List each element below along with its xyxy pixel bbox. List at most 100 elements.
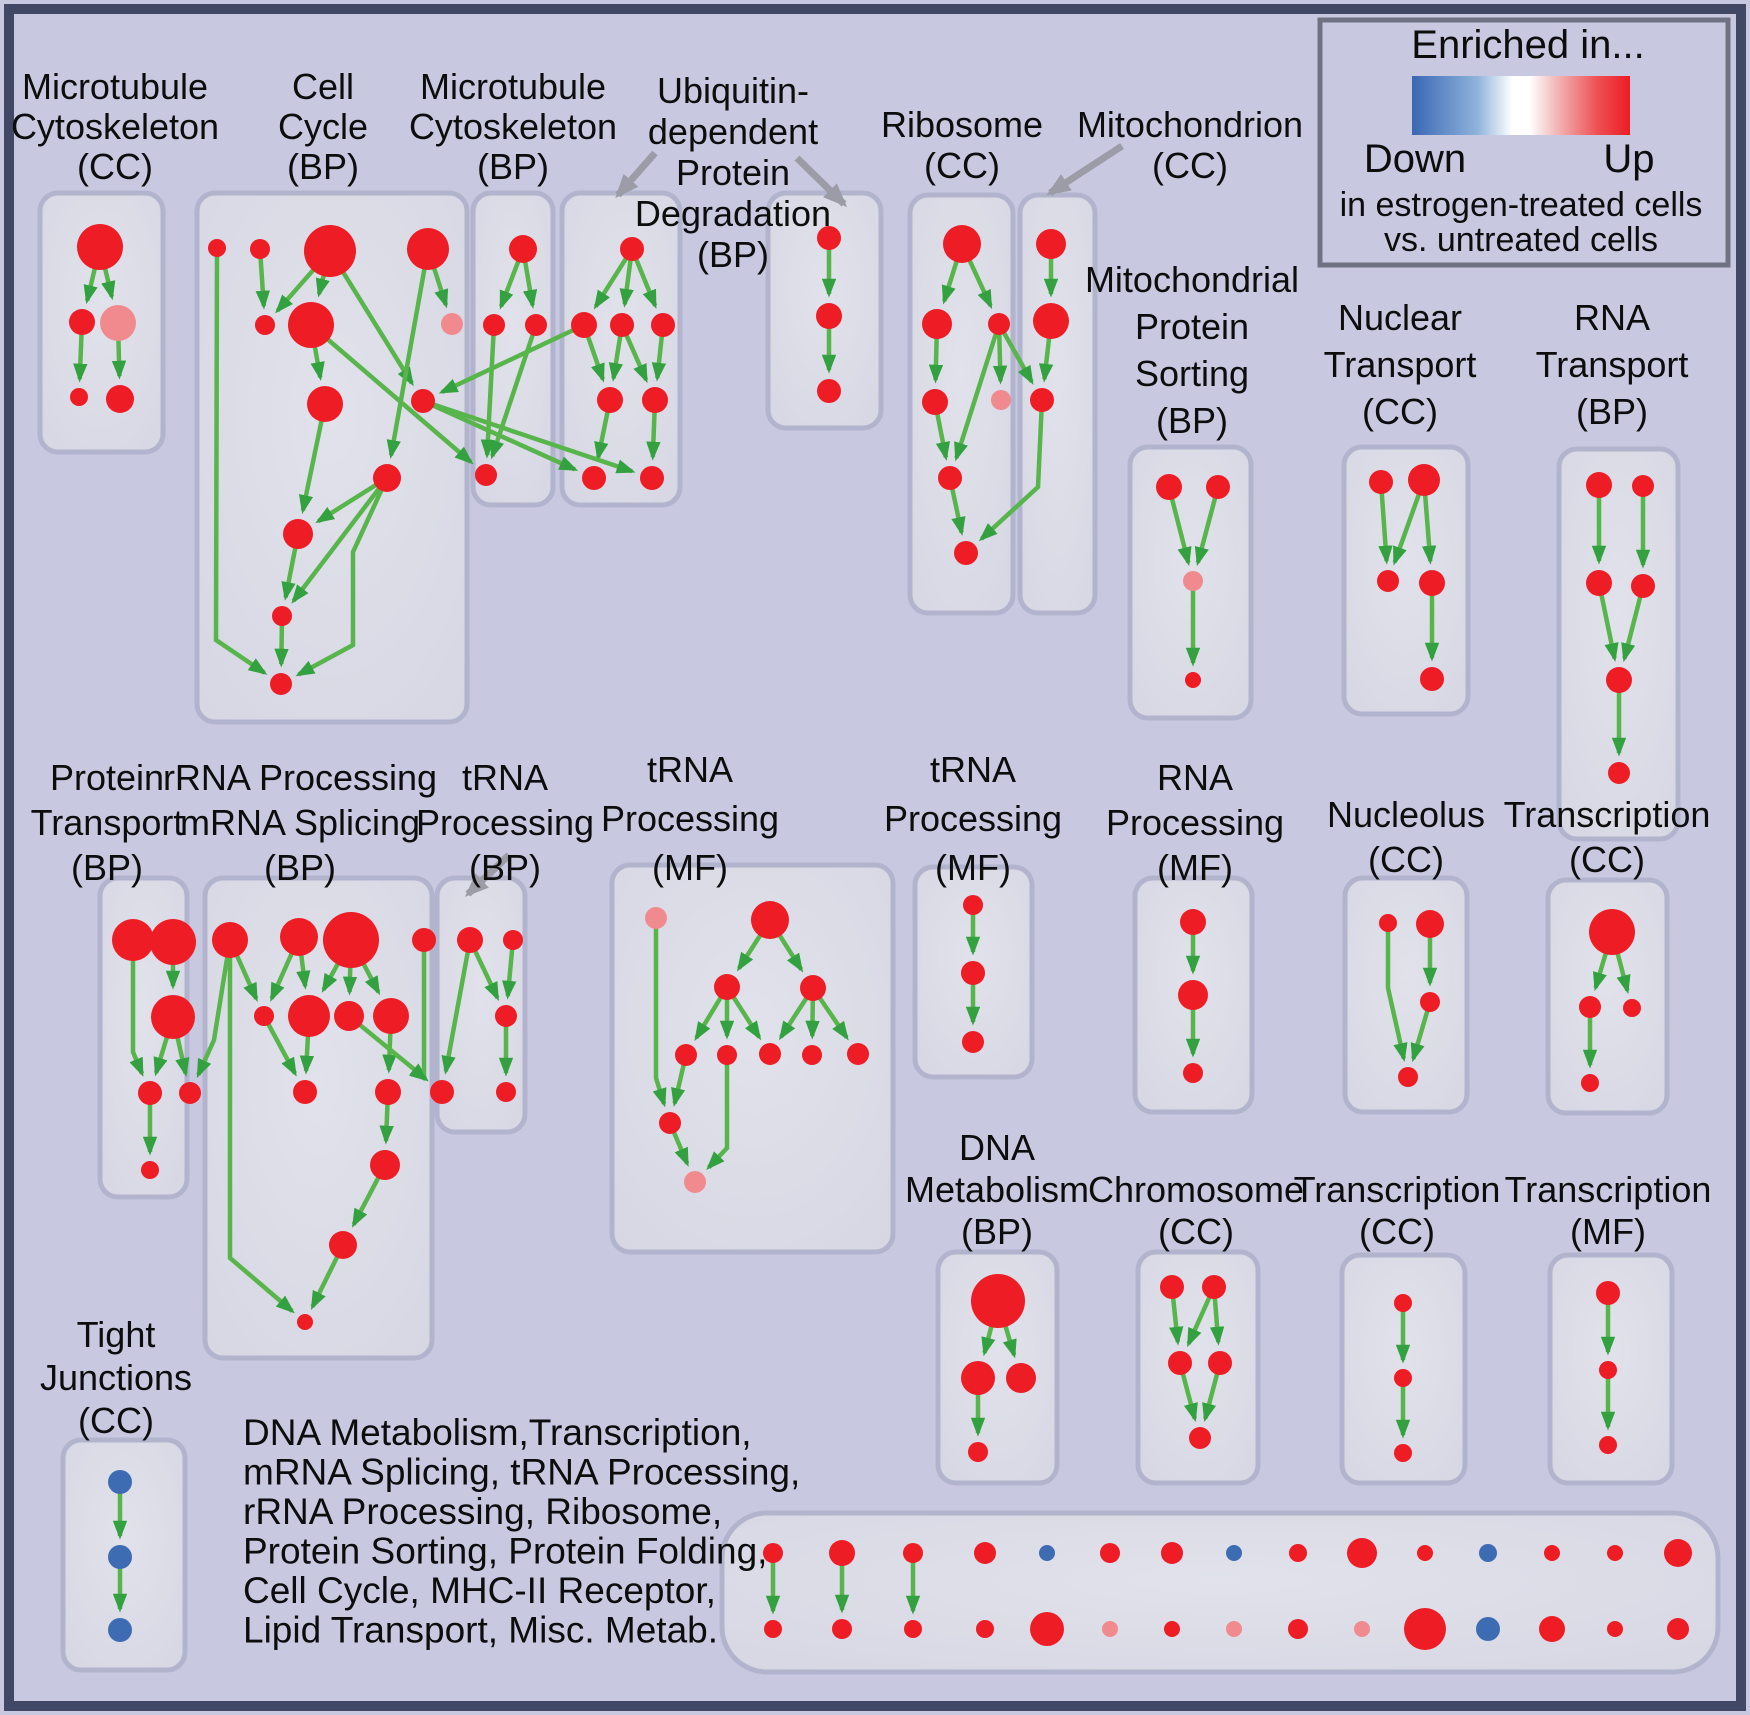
go-term-node <box>1379 914 1397 932</box>
go-term-node <box>412 928 436 952</box>
edge-arrow <box>706 1055 730 1171</box>
note-line: DNA Metabolism,Transcription, <box>243 1412 752 1453</box>
legend-gradient-bar-icon <box>1412 76 1630 135</box>
go-term-node <box>961 961 985 985</box>
cluster-label-trna-processing-mf-small: tRNA <box>930 749 1016 790</box>
go-term-node <box>430 1080 454 1104</box>
label-pointer-arrow-icon <box>615 150 658 199</box>
go-term-node <box>1596 1281 1620 1305</box>
cluster-box-nuclear-transport-cc <box>1341 444 1471 717</box>
edge-arrow <box>262 1014 297 1077</box>
cluster-label-mitochondrial-protein-sorting-bp: Mitochondrial <box>1085 259 1299 300</box>
go-term-node <box>1202 1275 1226 1299</box>
go-term-node <box>373 998 409 1034</box>
edge-arrow <box>438 322 585 395</box>
go-term-node <box>802 1045 822 1065</box>
go-term-node <box>800 975 826 1001</box>
go-term-node <box>1102 1621 1118 1637</box>
cluster-label-dna-metabolism-bp: DNA <box>959 1127 1035 1168</box>
go-term-node <box>645 907 667 929</box>
go-term-node <box>297 1314 313 1330</box>
go-term-node <box>1417 1545 1433 1561</box>
go-term-node <box>816 303 842 329</box>
go-term-node <box>1623 999 1641 1017</box>
go-term-node <box>1033 303 1069 339</box>
go-term-node <box>150 919 196 965</box>
go-term-node <box>759 1043 781 1065</box>
cluster-label-ubiquitin-degradation-bp: Degradation <box>635 193 831 234</box>
go-term-node <box>1608 762 1630 784</box>
go-term-node <box>457 927 483 953</box>
note-line: rRNA Processing, Ribosome, <box>243 1491 722 1532</box>
cluster-label-microtubule-cytoskeleton-cc: Cytoskeleton <box>11 106 219 147</box>
cluster-label-trna-processing-bp: tRNA <box>462 757 548 798</box>
go-term-node <box>1606 667 1632 693</box>
go-term-node <box>1168 1351 1192 1375</box>
edge-arrow <box>129 940 145 1077</box>
go-term-node <box>620 237 644 261</box>
go-term-node <box>334 1001 364 1031</box>
go-term-node <box>255 315 275 335</box>
go-term-node <box>904 1620 922 1638</box>
go-term-node <box>675 1044 697 1066</box>
cluster-label-mitochondrial-protein-sorting-bp: Sorting <box>1135 353 1249 394</box>
go-term-node <box>141 1161 159 1179</box>
go-term-node <box>1394 1294 1412 1312</box>
note-line: Lipid Transport, Misc. Metab. <box>243 1610 718 1651</box>
go-term-node <box>582 466 606 490</box>
edge-arrow <box>213 247 268 675</box>
go-term-node <box>1476 1617 1500 1641</box>
cluster-label-chromosome-cc: Chromosome <box>1088 1169 1304 1210</box>
go-term-node <box>717 1045 737 1065</box>
legend: Enriched in... Down Up in estrogen-treat… <box>1317 17 1731 268</box>
go-term-node <box>441 313 463 335</box>
cluster-label-trna-processing-bp: Processing <box>416 802 594 843</box>
go-term-node <box>272 606 292 626</box>
cluster-label-microtubule-cytoskeleton-bp: Microtubule <box>420 66 606 107</box>
edge-arrow <box>422 398 636 474</box>
cluster-label-rna-processing-mf: (MF) <box>1157 847 1233 888</box>
go-term-node <box>1377 570 1399 592</box>
go-term-node <box>1354 1621 1370 1637</box>
cluster-label-microtubule-cytoskeleton-bp: (BP) <box>477 146 549 187</box>
note-line: mRNA Splicing, tRNA Processing, <box>243 1452 800 1493</box>
go-term-node <box>270 673 292 695</box>
go-term-node <box>1208 1351 1232 1375</box>
cluster-label-ribosome-cc: Ribosome <box>881 104 1043 145</box>
go-term-node <box>971 1274 1025 1328</box>
cluster-label-trna-processing-mf-large: (MF) <box>652 847 728 888</box>
cluster-label-cell-cycle-bp: (BP) <box>287 146 359 187</box>
cluster-label-nuclear-transport-cc: Transport <box>1324 344 1477 385</box>
edge-arrow <box>954 323 1002 462</box>
go-term-node <box>829 1540 855 1566</box>
go-term-node <box>714 974 740 1000</box>
legend-up-label: Up <box>1603 137 1654 181</box>
go-term-node <box>1288 1619 1308 1639</box>
edge-arrow <box>1621 585 1646 663</box>
go-term-node <box>108 1618 132 1642</box>
go-term-node <box>370 1150 400 1180</box>
cluster-label-cell-cycle-bp: Cell <box>292 66 354 107</box>
cluster-label-protein-transport-bp: Protein <box>50 757 164 798</box>
go-term-node <box>1586 472 1612 498</box>
go-term-node <box>991 390 1011 410</box>
go-term-node <box>1539 1616 1565 1642</box>
cluster-label-rrna-processing-mrna-splicing-bp: mRNA Splicing <box>180 802 420 843</box>
go-term-node <box>70 388 88 406</box>
go-term-node <box>988 313 1010 335</box>
cluster-label-trna-processing-mf-small: Processing <box>884 798 1062 839</box>
go-term-node <box>1183 571 1203 591</box>
go-term-node <box>1408 464 1440 496</box>
cluster-label-tight-junctions-cc: Junctions <box>40 1357 192 1398</box>
go-term-node <box>1416 910 1444 938</box>
go-term-node <box>283 519 313 549</box>
cluster-label-mitochondrial-protein-sorting-bp: Protein <box>1135 306 1249 347</box>
go-term-node <box>1183 1063 1203 1083</box>
edge-arrow <box>480 324 497 459</box>
go-term-node <box>100 305 136 341</box>
go-term-node <box>1607 1621 1623 1637</box>
cluster-label-ubiquitin-degradation-bp: dependent <box>648 111 818 152</box>
go-term-node <box>1579 996 1601 1018</box>
cluster-label-rna-processing-mf: Processing <box>1106 802 1284 843</box>
network-diagram: MicrotubuleCytoskeleton(CC)CellCycle(BP)… <box>11 66 1721 1675</box>
